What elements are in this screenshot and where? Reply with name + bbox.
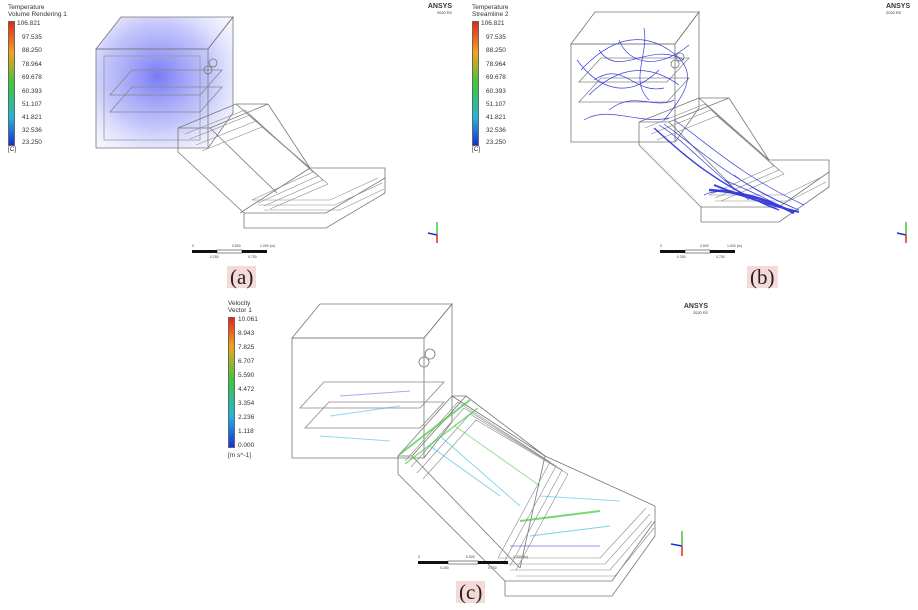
scale-bar-b [660, 249, 735, 254]
colorbar-tick: 60.393 [486, 88, 506, 95]
colorbar-tick: 41.821 [22, 114, 42, 121]
axis-triad-a [427, 222, 438, 243]
colorbar-tick: 1.118 [238, 428, 254, 435]
cfd-model-b [570, 10, 907, 254]
ansys-logo: ANSYS 2020 R2 [427, 3, 452, 15]
caption-a: (a) [227, 266, 257, 288]
colorbar [8, 21, 15, 146]
panel-a: Temperature Volume Rendering 1 106.821 9… [0, 0, 459, 300]
scale-label: 1.000 (m) [513, 555, 528, 559]
colorbar-tick: 23.250 [22, 139, 42, 146]
scale-label: 0.750 [248, 255, 257, 259]
scale-label: 0.500 [232, 244, 241, 248]
colorbar-tick: 6.707 [238, 358, 255, 365]
ramp-plates [644, 103, 827, 202]
colorbar-tick: 0.000 [238, 442, 255, 449]
colorbar-tick: 51.107 [486, 101, 506, 108]
colorbar-tick: 41.821 [486, 114, 506, 121]
legend-subtitle: Vector 1 [228, 307, 252, 314]
geometry-wireframe [570, 10, 830, 223]
colorbar-tick: 7.825 [238, 344, 255, 351]
ramp-plates [184, 109, 385, 211]
velocity-vectors [319, 390, 621, 547]
scale-bar-a [192, 249, 267, 254]
colorbar-tick: 8.943 [238, 330, 255, 337]
colorbar-tick: 32.536 [486, 127, 506, 134]
legend-title: Temperature [472, 4, 509, 11]
scale-bar-c [418, 560, 508, 565]
panel-c: Velocity Vector 1 10.061 8.943 7.825 6.7… [0, 296, 918, 610]
colorbar-tick: 88.250 [22, 47, 42, 54]
geometry-wireframe [291, 302, 656, 597]
scale-label: 0.750 [716, 255, 725, 259]
scale-label: 0.250 [677, 255, 686, 259]
geometry-wireframe [95, 15, 386, 229]
colorbar-tick: 2.236 [238, 414, 255, 421]
caption-b: (b) [747, 266, 778, 288]
scale-label: 0.750 [488, 566, 497, 570]
cfd-model-a [95, 15, 438, 254]
scale-label: 0 [418, 555, 420, 559]
legend: Velocity Vector 1 [228, 300, 252, 314]
axis-triad-b [896, 222, 907, 243]
colorbar-tick: 23.250 [486, 139, 506, 146]
colorbar [472, 21, 479, 146]
scale-label: 1.000 (m) [727, 244, 742, 248]
scale-label: 1.000 (m) [260, 244, 275, 248]
legend-subtitle: Streamline 2 [472, 11, 509, 18]
legend: Temperature Streamline 2 [472, 4, 509, 18]
colorbar-tick: 69.678 [486, 74, 506, 81]
colorbar-unit: [C] [472, 146, 481, 153]
scale-label: 0.500 [700, 244, 709, 248]
scale-label: 0 [660, 244, 662, 248]
colorbar-tick: 10.061 [238, 316, 258, 323]
colorbar-unit: [C] [8, 146, 17, 153]
colorbar-tick: 3.354 [238, 400, 255, 407]
panel-b: Temperature Streamline 2 106.821 97.535 … [459, 0, 918, 300]
streamlines [576, 27, 805, 215]
colorbar-tick: 60.393 [22, 88, 42, 95]
colorbar-tick: 97.535 [486, 34, 506, 41]
legend: Temperature Volume Rendering 1 [8, 4, 67, 18]
colorbar-tick: 69.678 [22, 74, 42, 81]
legend-title: Temperature [8, 4, 45, 11]
volume-glow [96, 17, 233, 148]
colorbar-tick: 4.472 [238, 386, 255, 393]
colorbar-tick: 78.964 [22, 61, 42, 68]
scale-label: 0.500 [466, 555, 475, 559]
colorbar-tick: 106.821 [17, 20, 41, 27]
colorbar-tick: 97.535 [22, 34, 42, 41]
cfd-model-c [291, 302, 683, 597]
caption-c: (c) [456, 581, 486, 603]
colorbar-unit: [m s^-1] [228, 452, 251, 459]
colorbar-tick: 88.250 [486, 47, 506, 54]
colorbar-tick: 106.821 [481, 20, 505, 27]
legend-title: Velocity [228, 300, 251, 307]
legend-subtitle: Volume Rendering 1 [8, 11, 67, 18]
colorbar-tick: 5.590 [238, 372, 255, 379]
colorbar [228, 317, 235, 448]
colorbar-tick: 78.964 [486, 61, 506, 68]
ansys-logo: ANSYS 2020 R2 [886, 3, 911, 15]
scale-label: 0.250 [440, 566, 449, 570]
colorbar-tick: 32.536 [22, 127, 42, 134]
ansys-logo: ANSYS 2020 R2 [683, 303, 708, 315]
axis-triad-c [670, 531, 683, 556]
scale-label: 0 [192, 244, 194, 248]
scale-label: 0.250 [210, 255, 219, 259]
colorbar-tick: 51.107 [22, 101, 42, 108]
